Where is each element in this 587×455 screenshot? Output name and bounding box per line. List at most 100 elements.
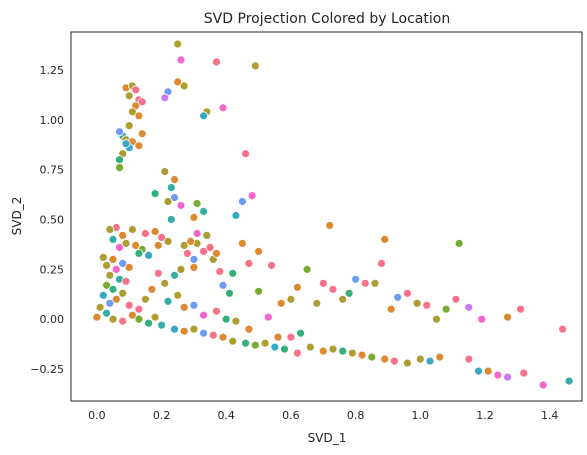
scatter-point — [422, 300, 432, 310]
scatter-point — [179, 326, 189, 336]
scatter-point — [208, 330, 218, 340]
scatter-point — [121, 276, 131, 286]
x-tick-label: 0.8 — [347, 409, 365, 422]
scatter-point — [199, 111, 209, 121]
scatter-point — [221, 314, 231, 324]
scatter-point — [140, 294, 150, 304]
scatter-point — [380, 234, 390, 244]
scatter-point — [189, 262, 199, 272]
scatter-point — [140, 229, 150, 238]
y-tick-label: −0.25 — [30, 363, 64, 376]
scatter-point — [150, 189, 160, 199]
scatter-point — [121, 238, 131, 248]
y-tick-label: 0.75 — [40, 164, 65, 177]
scatter-point — [218, 103, 228, 113]
scatter-point — [312, 298, 322, 308]
scatter-point — [124, 121, 134, 131]
scatter-point — [98, 290, 108, 300]
scatter-point — [228, 336, 238, 346]
x-tick-label: 0.0 — [88, 409, 106, 422]
scatter-point — [218, 280, 228, 290]
scatter-point — [267, 260, 276, 270]
scatter-point — [160, 278, 170, 288]
scatter-point — [432, 314, 441, 324]
x-tick-label: 0.4 — [217, 409, 235, 422]
scatter-point — [131, 240, 141, 250]
scatter-point — [516, 304, 525, 314]
scatter-point — [189, 213, 199, 222]
scatter-point — [389, 356, 399, 366]
scatter-point — [237, 197, 247, 206]
scatter-point — [108, 254, 118, 264]
scatter-point — [360, 278, 370, 288]
y-tick-label: 0.25 — [40, 263, 65, 276]
scatter-point — [564, 376, 574, 386]
x-tick-label: 1.4 — [541, 409, 559, 422]
scatter-point — [102, 280, 111, 290]
scatter-point — [199, 207, 209, 216]
scatter-point — [199, 246, 209, 256]
scatter-point — [176, 264, 186, 274]
scatter-point — [367, 352, 377, 362]
scatter-point — [241, 338, 251, 348]
scatter-point — [153, 268, 163, 278]
scatter-point — [250, 61, 260, 71]
scatter-point — [244, 258, 254, 268]
scatter-point — [370, 278, 380, 288]
scatter-point — [464, 302, 474, 312]
scatter-point — [102, 308, 111, 318]
scatter-point — [115, 127, 124, 137]
scatter-point — [451, 294, 461, 304]
scatter-point — [144, 318, 154, 328]
scatter-point — [305, 342, 315, 352]
scatter-point — [231, 316, 241, 326]
scatter-point — [118, 288, 128, 298]
scatter-point — [111, 294, 121, 304]
x-tick-labels: 0.0 0.2 0.4 0.6 0.8 1.0 1.2 1.4 — [88, 409, 558, 422]
scatter-point — [170, 175, 179, 185]
scatter-point — [538, 380, 548, 390]
scatter-point — [127, 107, 137, 117]
scatter-point — [212, 57, 221, 67]
scatter-point — [137, 129, 147, 139]
scatter-point — [157, 232, 167, 242]
scatter-point — [263, 312, 273, 322]
plot-frame — [70, 31, 583, 402]
scatter-point — [241, 149, 251, 159]
scatter-point — [273, 332, 283, 342]
scatter-point — [276, 298, 286, 308]
scatter-point — [215, 266, 225, 276]
scatter-point — [124, 262, 134, 272]
scatter-point — [134, 111, 144, 121]
scatter-point — [254, 246, 264, 256]
scatter-point — [163, 236, 173, 246]
scatter-point — [351, 274, 361, 284]
scatter-point — [189, 324, 199, 334]
scatter-point — [134, 314, 144, 324]
scatter-point — [474, 366, 483, 376]
scatter-point — [328, 284, 338, 294]
scatter-point — [124, 91, 134, 101]
scatter-point — [212, 248, 221, 258]
scatter-point — [105, 298, 115, 308]
scatter-point — [134, 141, 144, 151]
scatter-point — [402, 288, 412, 298]
scatter-point — [108, 284, 118, 294]
scatter-point — [231, 211, 241, 220]
scatter-point — [186, 236, 196, 246]
chart-title: SVD Projection Colored by Location — [204, 11, 450, 27]
scatter-point — [134, 248, 144, 258]
x-tick-label: 1.0 — [412, 409, 430, 422]
y-tick-label: 1.00 — [40, 114, 65, 127]
scatter-point — [166, 183, 176, 193]
scatter-point — [415, 354, 425, 364]
scatter-point — [260, 338, 270, 348]
scatter-point — [280, 344, 289, 354]
scatter-point — [292, 348, 302, 358]
x-tick-label: 0.2 — [153, 409, 171, 422]
scatter-point — [170, 193, 179, 203]
scatter-point — [105, 225, 115, 234]
scatter-point — [328, 344, 338, 354]
x-tick-label: 1.2 — [476, 409, 494, 422]
